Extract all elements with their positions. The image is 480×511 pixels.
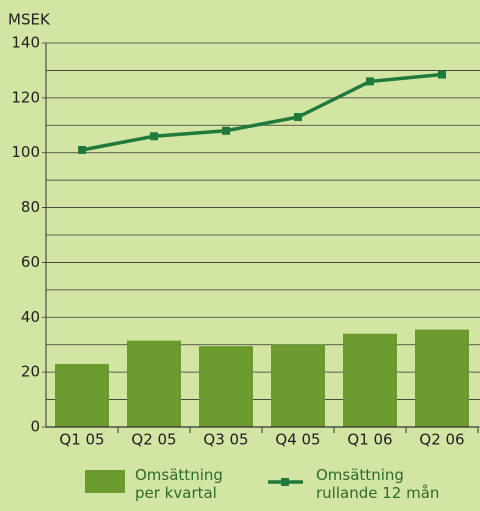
legend-label: Omsättning rullande 12 mån xyxy=(316,466,440,502)
y-axis-label: MSEK xyxy=(8,11,51,29)
marker xyxy=(222,126,230,135)
y-tick-label: 100 xyxy=(11,143,40,161)
bar xyxy=(127,340,181,427)
bar xyxy=(271,344,325,427)
marker xyxy=(150,132,158,141)
bar xyxy=(199,346,253,427)
bar xyxy=(415,329,469,427)
bar xyxy=(55,363,109,427)
y-tick-label: 60 xyxy=(21,253,40,271)
x-tick-label: Q1 06 xyxy=(347,431,392,449)
y-tick-label: 80 xyxy=(21,198,40,216)
y-tick-label: 20 xyxy=(21,363,40,381)
x-tick-label: Q3 05 xyxy=(203,431,248,449)
y-tick-label: 140 xyxy=(11,34,40,52)
legend-swatch xyxy=(281,478,289,486)
x-tick-label: Q2 06 xyxy=(419,431,464,449)
y-tick-label: 40 xyxy=(21,308,40,326)
legend-label: Omsättning per kvartal xyxy=(135,466,223,502)
x-tick-label: Q4 05 xyxy=(275,431,320,449)
marker xyxy=(294,113,302,122)
x-tick-label: Q1 05 xyxy=(59,431,104,449)
line xyxy=(81,72,443,152)
marker xyxy=(438,70,446,79)
marker xyxy=(366,77,374,86)
y-tick-label: 120 xyxy=(11,88,40,106)
legend-swatch xyxy=(85,470,125,493)
y-tick-label: 0 xyxy=(30,418,40,436)
bar xyxy=(343,333,397,427)
x-tick-label: Q2 05 xyxy=(131,431,176,449)
marker xyxy=(78,145,86,154)
